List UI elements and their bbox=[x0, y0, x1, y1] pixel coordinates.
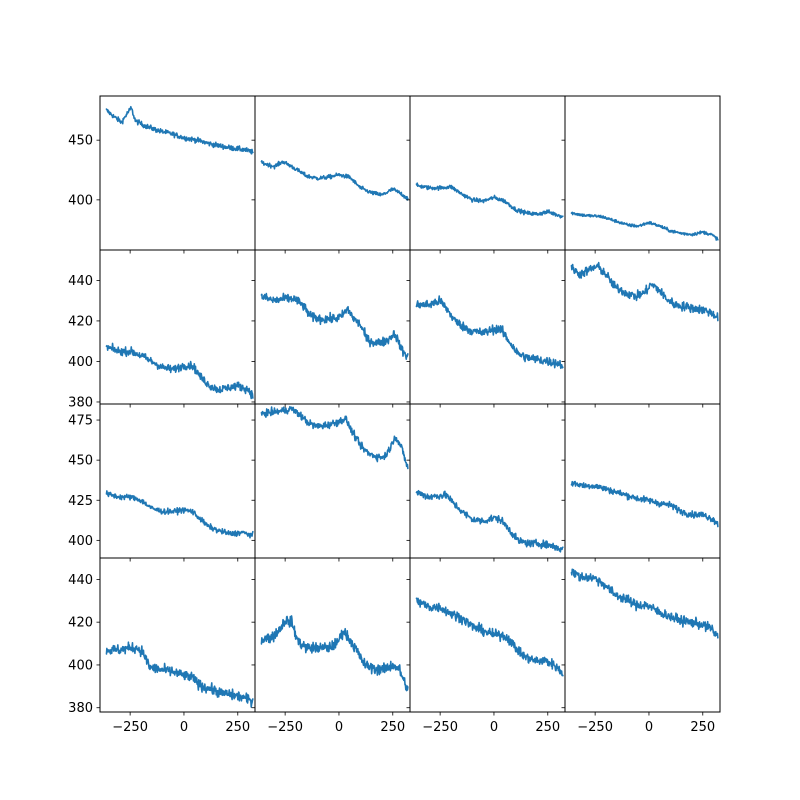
y-tick-label: 400 bbox=[68, 658, 93, 673]
series-line bbox=[260, 292, 409, 360]
y-tick-label: 380 bbox=[68, 395, 93, 410]
x-tick-label: 0 bbox=[490, 720, 498, 735]
y-tick-label: 425 bbox=[68, 494, 93, 509]
y-tick-label: 475 bbox=[68, 414, 93, 429]
series-line bbox=[105, 490, 254, 539]
y-tick-label: 400 bbox=[68, 193, 93, 208]
subplot-r3-c2: −250 0 250 bbox=[406, 557, 566, 735]
x-tick-label: −250 bbox=[577, 720, 613, 735]
series-line bbox=[105, 641, 254, 708]
y-tick-label: 420 bbox=[68, 616, 93, 631]
series-line bbox=[260, 615, 409, 692]
x-tick-label: 250 bbox=[535, 720, 560, 735]
series-line bbox=[105, 105, 254, 155]
subplot-r3-c3: −250 0 250 bbox=[561, 557, 721, 735]
x-tick-label: 250 bbox=[380, 720, 405, 735]
series-line bbox=[415, 295, 564, 370]
y-tick-label: 400 bbox=[68, 534, 93, 549]
y-tick-label: 440 bbox=[68, 573, 93, 588]
x-tick-label: −250 bbox=[422, 720, 458, 735]
series-line bbox=[570, 261, 719, 322]
y-tick-label: 440 bbox=[68, 274, 93, 289]
series-line bbox=[260, 405, 409, 470]
series-line bbox=[570, 480, 719, 528]
series-line bbox=[570, 211, 719, 241]
subplot-r2-c3 bbox=[561, 403, 721, 562]
y-tick-label: 450 bbox=[68, 454, 93, 469]
series-line bbox=[415, 489, 564, 553]
y-tick-label: 380 bbox=[68, 701, 93, 716]
x-tick-label: 250 bbox=[225, 720, 250, 735]
x-tick-label: 0 bbox=[645, 720, 653, 735]
x-tick-label: 250 bbox=[690, 720, 715, 735]
subplot-frame bbox=[564, 557, 721, 713]
series-line bbox=[415, 182, 564, 219]
series-line bbox=[260, 160, 409, 201]
series-line bbox=[570, 568, 719, 639]
subplot-grid: 400 450 380 400 420 440 400 425 450 475 380 400 420 4… bbox=[68, 95, 721, 735]
series-line bbox=[105, 342, 254, 400]
x-tick-label: −250 bbox=[267, 720, 303, 735]
y-tick-label: 420 bbox=[68, 314, 93, 329]
x-tick-label: −250 bbox=[112, 720, 148, 735]
y-tick-label: 450 bbox=[68, 134, 93, 149]
subplot-r3-c0: 380 400 420 440 −250 0 250 bbox=[68, 557, 256, 735]
series-line bbox=[415, 597, 564, 677]
y-tick-label: 400 bbox=[68, 355, 93, 370]
x-tick-label: 0 bbox=[180, 720, 188, 735]
subplot-r3-c1: −250 0 250 bbox=[251, 557, 411, 735]
x-tick-label: 0 bbox=[335, 720, 343, 735]
